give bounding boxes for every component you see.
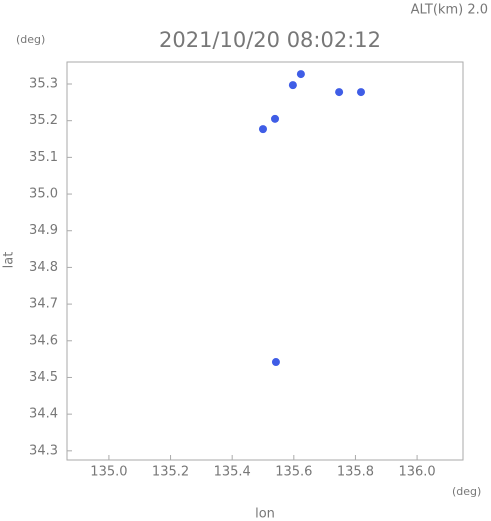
echo-point [271,114,280,123]
y-tick-label: 35.0 [29,187,58,202]
echo-point [356,88,365,97]
y-tick-label: 34.8 [29,260,58,275]
y-unit: (deg) [16,33,45,46]
y-tick-label: 34.9 [29,223,58,238]
y-tick-label: 34.4 [29,407,58,422]
echo-point [258,125,267,134]
y-tick-label: 35.2 [29,113,58,128]
x-tick-label: 136.0 [398,465,435,480]
y-tick-label: 34.6 [29,333,58,348]
echo-point [335,88,344,97]
x-unit: (deg) [452,485,481,498]
x-tick-label: 135.6 [275,465,312,480]
echo-point [271,358,280,367]
altitude-label: ALT(km) 2.0 [411,3,488,18]
y-tick-label: 34.5 [29,370,58,385]
y-tick-label: 34.3 [29,443,58,458]
echo-point [296,70,305,79]
echo-point [288,81,297,90]
y-axis-label: lat [2,252,17,269]
x-tick-label: 135.2 [152,465,189,480]
y-tick-label: 35.1 [29,150,58,165]
y-tick-label: 35.3 [29,77,58,92]
plot-frame [66,61,464,461]
chart-title: 2021/10/20 08:02:12 [159,28,381,52]
x-axis-label: lon [255,507,275,521]
x-tick-label: 135.0 [90,465,127,480]
x-tick-label: 135.8 [337,465,374,480]
x-tick-label: 135.4 [214,465,251,480]
y-tick-label: 34.7 [29,297,58,312]
